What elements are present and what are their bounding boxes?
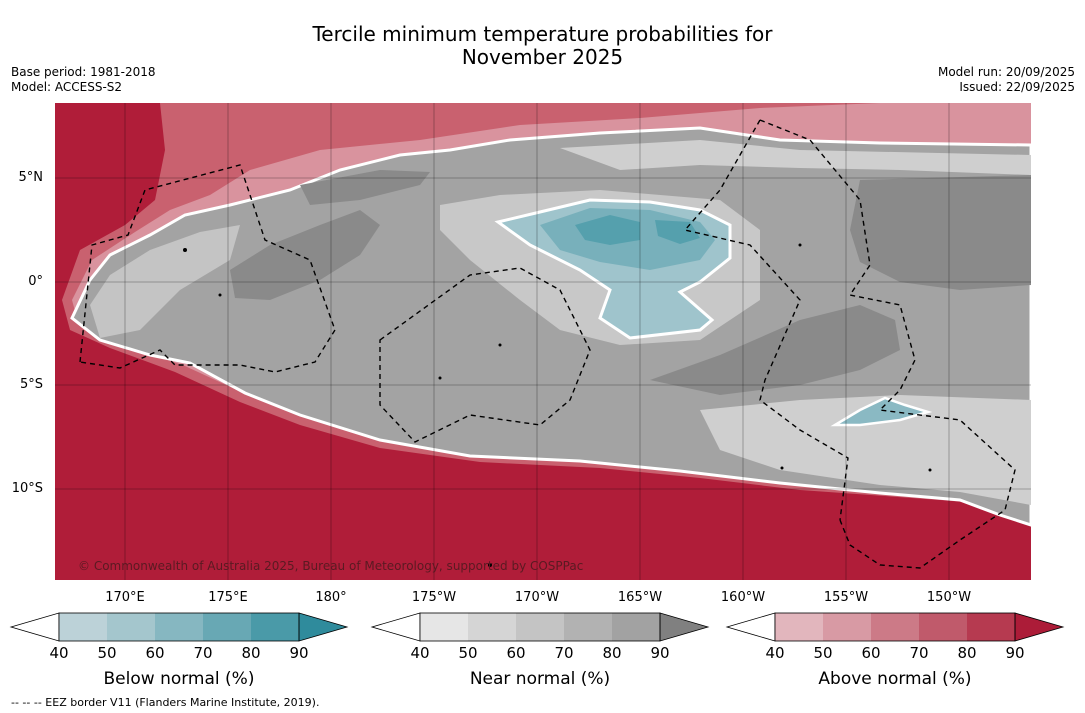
model-text: Model: ACCESS-S2	[11, 80, 123, 94]
lon-label-160w: 160°W	[720, 590, 766, 605]
lat-label-equator: 0°	[28, 274, 43, 289]
lat-label-5n: 5°N	[18, 170, 44, 185]
colorbar-above-frame	[774, 612, 1016, 642]
near-normal-light-north	[560, 140, 1031, 175]
colorbar-above-normal	[725, 612, 1065, 642]
gridlines	[55, 103, 1031, 580]
island-speck	[798, 243, 802, 247]
colorbar-above-title: Above normal (%)	[818, 669, 972, 689]
colorbar-above-segment	[871, 613, 919, 641]
below-normal-south-patch	[830, 396, 933, 427]
island-speck	[183, 248, 187, 252]
island-speck	[498, 343, 502, 347]
lon-label-175w: 175°W	[411, 590, 457, 605]
island-speck	[438, 376, 442, 380]
near-normal-light-west	[90, 225, 240, 338]
near-normal-dark-patch-4	[300, 170, 430, 205]
colorbar-above-segment	[919, 613, 967, 641]
colorbar-near-segment	[612, 613, 660, 641]
colorbar-below-segment	[155, 613, 203, 641]
chart-title-line1: Tercile minimum temperature probabilitie…	[312, 22, 773, 46]
island-speck	[928, 468, 932, 472]
issued-text: Issued: 22/09/2025	[959, 80, 1075, 94]
colorbar-above-lower-extension	[725, 612, 776, 642]
colorbar-above-segment	[967, 613, 1015, 641]
base-period-text: Base period: 1981-2018	[11, 65, 156, 79]
lon-label-170w: 170°W	[514, 590, 560, 605]
colorbar-below-segment	[107, 613, 155, 641]
eez-legend-footer: -- -- -- EEZ border V11 (Flanders Marine…	[11, 696, 320, 709]
colorbar-below-tick: 60	[145, 644, 165, 662]
colorbar-near-title: Near normal (%)	[469, 669, 611, 689]
map-plot-area	[55, 103, 1031, 580]
eez-kiribati-gilbert	[79, 164, 336, 373]
lat-label-10s: 10°S	[11, 481, 43, 496]
colorbar-above-tick: 50	[813, 644, 833, 662]
colorbar-above-tick: 70	[909, 644, 929, 662]
below-normal-inner-70	[575, 215, 640, 245]
lat-label-5s: 5°S	[19, 377, 43, 392]
colorbar-near-frame	[419, 612, 661, 642]
colorbar-near-lower-extension	[370, 612, 421, 642]
colorbar-near-segment	[564, 613, 612, 641]
lon-label-170e: 170°E	[105, 590, 145, 605]
colorbar-above-tick: 80	[957, 644, 977, 662]
colorbar-below-tick: 40	[49, 644, 69, 662]
eez-line-islands-west	[683, 119, 849, 521]
colorbar-below-normal	[9, 612, 349, 642]
colorbar-near-segment	[516, 613, 564, 641]
near-normal-dark-patch-3	[650, 305, 900, 395]
lon-label-175e: 175°E	[208, 590, 248, 605]
eez-phoenix	[379, 267, 591, 443]
colorbar-below-tick: 80	[241, 644, 261, 662]
colorbar-near-tick: 80	[602, 644, 622, 662]
colorbar-below-frame	[58, 612, 300, 642]
lon-label-180: 180°	[315, 590, 347, 605]
island-speck	[488, 563, 492, 567]
colorbar-above-upper-extension	[1014, 612, 1065, 642]
colorbar-near-tick: 60	[506, 644, 526, 662]
lon-label-150w: 150°W	[926, 590, 972, 605]
colorbar-near-upper-extension	[659, 612, 710, 642]
colorbar-near-tick: 70	[554, 644, 574, 662]
island-speck	[218, 293, 222, 297]
colorbar-above-tick: 90	[1005, 644, 1025, 662]
colorbar-below-segment	[203, 613, 251, 641]
colorbar-below-tick: 50	[97, 644, 117, 662]
colorbar-below-tick: 90	[289, 644, 309, 662]
colorbar-near-tick: 90	[650, 644, 670, 662]
copyright-notice: © Commonwealth of Australia 2025, Bureau…	[78, 559, 584, 573]
colorbar-below-segment	[251, 613, 299, 641]
colorbar-above-segment	[775, 613, 823, 641]
near-normal-dark-patch-2	[850, 175, 1031, 290]
colorbar-near-tick: 40	[410, 644, 430, 662]
lon-label-165w: 165°W	[617, 590, 663, 605]
lon-label-155w: 155°W	[823, 590, 869, 605]
near-normal-dark-patch-1	[230, 210, 380, 300]
chart-title-line2: November 2025	[461, 45, 624, 69]
eez-borders	[79, 119, 1016, 569]
model-run-text: Model run: 20/09/2025	[937, 65, 1075, 79]
colorbar-above-segment	[823, 613, 871, 641]
colorbar-below-title: Below normal (%)	[103, 669, 255, 689]
island-speck	[780, 466, 784, 470]
colorbar-below-upper-extension	[298, 612, 349, 642]
colorbar-below-lower-extension	[9, 612, 60, 642]
colorbar-below-tick: 70	[193, 644, 213, 662]
colorbar-above-tick: 40	[765, 644, 785, 662]
island-markers	[183, 243, 932, 567]
near-normal-light-south	[700, 395, 1031, 505]
colorbar-near-normal	[370, 612, 710, 642]
colorbar-above-tick: 60	[861, 644, 881, 662]
colorbar-near-segment	[468, 613, 516, 641]
colorbar-near-segment	[420, 613, 468, 641]
eez-line-islands	[759, 119, 1016, 569]
colorbar-near-tick: 50	[458, 644, 478, 662]
colorbar-below-segment	[59, 613, 107, 641]
